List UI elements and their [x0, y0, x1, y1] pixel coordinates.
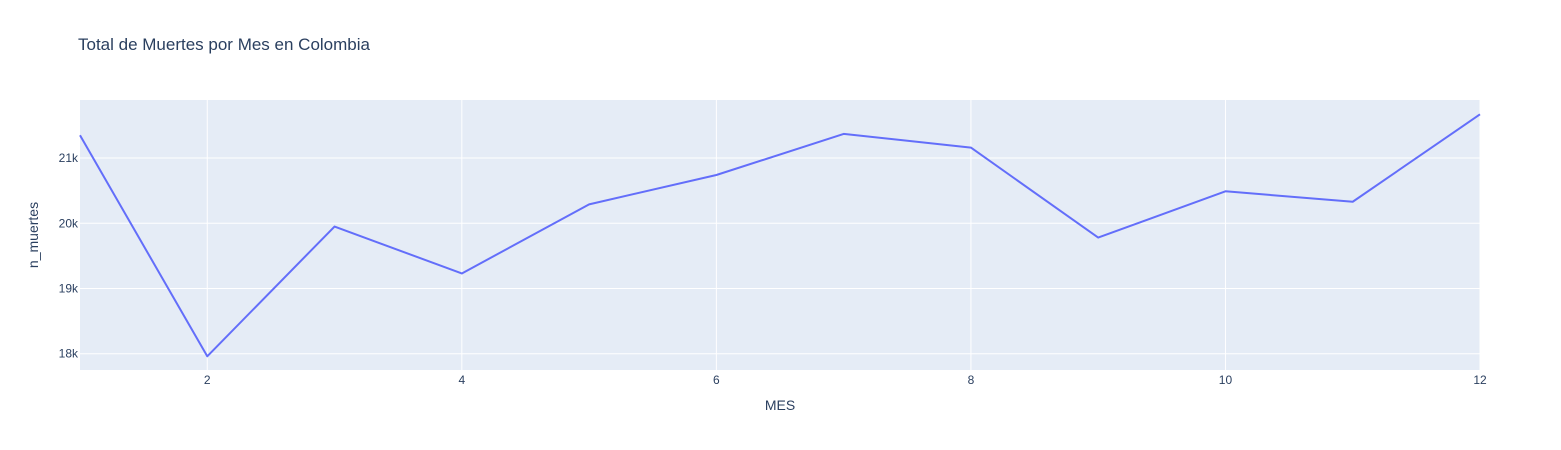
series-layer [79, 113, 1481, 358]
data-point [588, 203, 590, 205]
y-tick-labels: 18k 19k 20k 21k [59, 151, 79, 361]
x-tick-label: 12 [1473, 373, 1487, 387]
data-point [970, 147, 972, 149]
y-axis-title: n_muertes [25, 202, 41, 268]
y-tick-label: 18k [59, 347, 79, 361]
x-tick-label: 8 [968, 373, 975, 387]
x-tick-labels: 2 4 6 8 10 12 [204, 373, 1487, 387]
x-tick-label: 4 [458, 373, 465, 387]
x-tick-label: 2 [204, 373, 211, 387]
plot-background [80, 100, 1480, 370]
y-tick-label: 21k [59, 151, 79, 165]
series-line [79, 113, 1481, 358]
data-point [206, 355, 208, 357]
x-grid-lines [206, 100, 1481, 370]
chart-title: Total de Muertes por Mes en Colombia [78, 35, 371, 54]
data-point [843, 133, 845, 135]
data-point [1224, 190, 1226, 192]
data-point [334, 226, 336, 228]
data-point [1352, 201, 1354, 203]
data-point [1097, 237, 1099, 239]
data-point [461, 272, 463, 274]
y-grid-lines [80, 157, 1480, 355]
x-tick-label: 10 [1219, 373, 1233, 387]
y-tick-label: 20k [59, 216, 79, 230]
x-axis-title: MES [765, 397, 795, 413]
data-point [1479, 113, 1481, 115]
data-point [715, 174, 717, 176]
x-tick-label: 6 [713, 373, 720, 387]
y-tick-label: 19k [59, 281, 79, 295]
data-point [79, 134, 81, 136]
